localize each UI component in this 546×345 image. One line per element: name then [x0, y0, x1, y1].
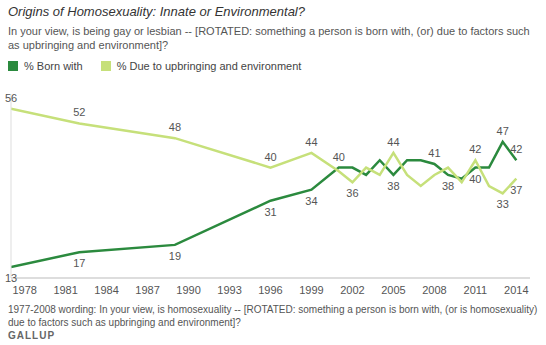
svg-text:2014: 2014 — [504, 284, 528, 296]
svg-text:40: 40 — [333, 151, 345, 163]
svg-text:33: 33 — [497, 198, 509, 210]
html-text:% Born with: % Born with — [24, 60, 83, 72]
svg-text:17: 17 — [73, 257, 85, 269]
html-text:Origins of Homosexuality: Inna: Origins of Homosexuality: Innate or Envi… — [8, 4, 305, 19]
svg-text:19: 19 — [169, 250, 181, 262]
svg-text:1993: 1993 — [217, 284, 241, 296]
html-text:In your view, is being gay or: In your view, is being gay or lesbian --… — [8, 25, 530, 51]
svg-text:31: 31 — [264, 206, 276, 218]
svg-text:38: 38 — [387, 180, 399, 192]
svg-text:40: 40 — [264, 151, 276, 163]
svg-text:47: 47 — [497, 125, 509, 137]
svg-text:56: 56 — [8, 92, 17, 104]
svg-text:1987: 1987 — [135, 284, 159, 296]
svg-text:36: 36 — [346, 187, 358, 199]
svg-text:2008: 2008 — [422, 284, 446, 296]
svg-text:13: 13 — [8, 272, 17, 284]
svg-text:1999: 1999 — [299, 284, 323, 296]
html-text:GALLUP: GALLUP — [8, 330, 56, 341]
svg-text:2005: 2005 — [381, 284, 405, 296]
svg-text:1990: 1990 — [176, 284, 200, 296]
svg-text:2011: 2011 — [464, 284, 488, 296]
svg-text:52: 52 — [73, 106, 85, 118]
svg-text:44: 44 — [305, 136, 317, 148]
svg-text:37: 37 — [510, 184, 522, 196]
svg-text:2002: 2002 — [340, 284, 364, 296]
svg-text:42: 42 — [510, 143, 522, 155]
svg-text:41: 41 — [428, 147, 440, 159]
svg-text:1984: 1984 — [94, 284, 118, 296]
svg-text:34: 34 — [305, 195, 317, 207]
html-text:1977-2008 wording: In your vie: 1977-2008 wording: In your view, is homo… — [8, 304, 538, 328]
svg-text:42: 42 — [469, 143, 481, 155]
svg-text:38: 38 — [442, 180, 454, 192]
svg-text:44: 44 — [387, 136, 399, 148]
svg-text:1996: 1996 — [258, 284, 282, 296]
svg-text:48: 48 — [169, 121, 181, 133]
svg-text:1978: 1978 — [12, 284, 36, 296]
svg-text:1981: 1981 — [53, 284, 77, 296]
html-text:% Due to upbringing and enviro: % Due to upbringing and environment — [116, 60, 302, 72]
svg-text:40: 40 — [469, 173, 481, 185]
